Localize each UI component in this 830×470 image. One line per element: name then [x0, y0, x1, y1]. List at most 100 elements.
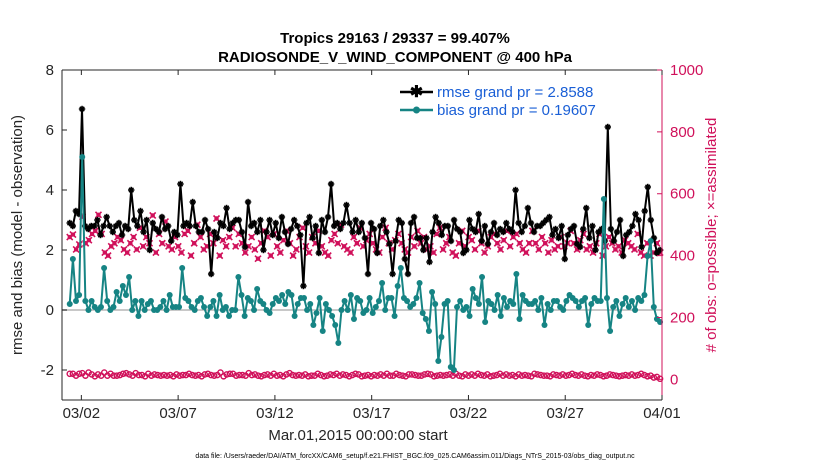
- obs-possible-point: [66, 370, 74, 378]
- y-tick-label-left: -2: [41, 362, 54, 379]
- bias-point: [116, 298, 123, 304]
- obs-possible-point: [515, 371, 523, 378]
- obs-assimilated-point: [94, 211, 103, 219]
- bias-point: [538, 295, 545, 301]
- rmse-point: [186, 222, 193, 230]
- obs-possible-point: [590, 372, 598, 379]
- bias-point: [126, 274, 133, 280]
- obs-assimilated-point: [525, 239, 533, 247]
- bias-point: [72, 298, 79, 304]
- obs-possible-point: [656, 375, 664, 383]
- rmse-point: [364, 270, 372, 278]
- obs-possible-point: [151, 371, 158, 378]
- rmse-point-stroke: [128, 187, 135, 193]
- rmse-point-stroke: [214, 235, 221, 241]
- rmse-point-stroke: [153, 226, 159, 232]
- obs-possible-point: [261, 371, 268, 379]
- rmse-point-stroke: [503, 220, 510, 226]
- bias-point: [491, 307, 498, 313]
- bias-point: [532, 298, 539, 304]
- obs-assimilated-point: [522, 248, 530, 257]
- rmse-point-stroke: [488, 229, 494, 235]
- rmse-point: [97, 231, 104, 239]
- bias-point: [619, 301, 626, 307]
- obs-possible-point: [502, 371, 510, 378]
- x-tick-label: 03/02: [63, 405, 101, 422]
- rmse-point-stroke: [423, 235, 430, 241]
- obs-assimilated-dot: [313, 241, 318, 246]
- obs-assimilated-dot: [217, 253, 222, 258]
- obs-possible-point: [575, 372, 582, 379]
- obs-possible-point: [612, 372, 620, 379]
- bias-point: [201, 304, 208, 310]
- obs-assimilated-dot: [361, 244, 366, 249]
- obs-possible-point: [597, 371, 604, 379]
- rmse-point-stroke: [638, 244, 645, 250]
- obs-possible-point: [637, 370, 645, 378]
- rmse-point-stroke: [116, 220, 122, 226]
- obs-assimilated-dot: [306, 250, 312, 255]
- obs-assimilated-point: [535, 245, 543, 254]
- rmse-point: [407, 219, 415, 227]
- obs-assimilated-dot: [542, 241, 548, 246]
- rmse-point: [238, 228, 246, 236]
- rmse-point: [506, 225, 513, 233]
- rmse-point: [69, 222, 77, 230]
- rmse-point-stroke: [205, 226, 211, 232]
- bias-point: [416, 280, 423, 286]
- obs-possible-point: [399, 372, 406, 379]
- obs-possible-point: [361, 372, 369, 379]
- rmse-point-stroke: [300, 283, 307, 289]
- rmse-point-stroke: [420, 247, 427, 253]
- obs-assimilated-dot: [412, 244, 417, 249]
- rmse-point: [164, 222, 172, 230]
- obs-possible-point: [584, 372, 592, 380]
- obs-possible-point: [603, 372, 610, 379]
- obs-possible-point: [641, 371, 648, 379]
- rmse-point: [463, 246, 470, 254]
- rmse-point-stroke: [159, 214, 165, 220]
- obs-assimilated-point: [117, 236, 125, 244]
- obs-possible-point: [298, 372, 306, 379]
- obs-possible-point: [116, 371, 124, 379]
- bias-point: [647, 238, 654, 244]
- legend-bias-label: bias grand pr = 0.19607: [437, 102, 596, 119]
- obs-possible-point: [305, 372, 312, 380]
- obs-assimilated-point: [158, 239, 166, 247]
- obs-assimilated-point: [69, 231, 77, 239]
- obs-possible-point: [534, 371, 541, 378]
- bias-point: [344, 307, 351, 313]
- bias-point: [129, 307, 136, 313]
- rmse-point-stroke: [73, 208, 79, 214]
- y-axis-label-left: rmse and bias (model - observation): [9, 115, 26, 355]
- rmse-point: [478, 237, 485, 245]
- obs-assimilated-point: [346, 248, 355, 257]
- obs-possible-point: [119, 370, 127, 378]
- obs-possible-point: [571, 371, 579, 379]
- bias-point: [304, 307, 311, 313]
- rmse-point: [343, 201, 350, 209]
- obs-possible-point: [433, 372, 441, 379]
- rmse-point-stroke: [500, 229, 507, 235]
- obs-assimilated-dot: [214, 216, 219, 221]
- rmse-point-stroke: [426, 259, 433, 265]
- obs-possible-point: [418, 372, 425, 379]
- bias-point: [294, 301, 301, 307]
- obs-assimilated-point: [248, 233, 256, 241]
- bias-point: [110, 304, 117, 310]
- obs-assimilated-point: [554, 242, 562, 250]
- rmse-point: [579, 225, 587, 233]
- rmse-point-stroke: [315, 250, 322, 256]
- bias-point: [222, 304, 229, 310]
- rmse-point: [626, 228, 633, 236]
- obs-assimilated-point: [273, 242, 281, 250]
- bias-point: [516, 316, 523, 322]
- rmse-point-stroke: [236, 217, 242, 223]
- rmse-point-stroke: [337, 226, 344, 232]
- obs-assimilated-dot: [351, 234, 356, 240]
- obs-assimilated-point: [305, 248, 313, 257]
- obs-assimilated-point: [538, 233, 546, 241]
- obs-assimilated-dot: [335, 241, 340, 246]
- rmse-point: [607, 225, 615, 233]
- obs-possible-point: [606, 371, 614, 378]
